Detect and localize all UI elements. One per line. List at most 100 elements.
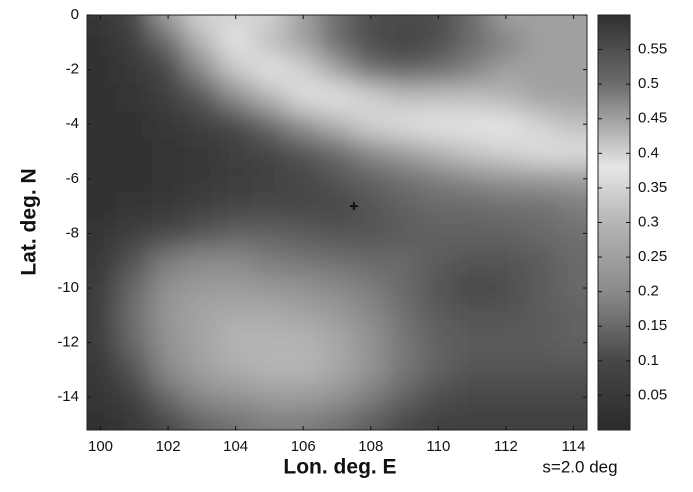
heat-cell	[556, 15, 587, 30]
heat-cell	[286, 55, 321, 84]
heat-cell	[522, 192, 558, 221]
heat-cell	[421, 110, 456, 139]
heat-cell	[387, 192, 422, 221]
colorbar-tick-label: 0.15	[638, 317, 667, 334]
plot-area	[87, 15, 587, 430]
colorbar-tick-label: 0.1	[638, 352, 659, 369]
y-tick-label: -8	[66, 224, 79, 241]
heat-cell	[522, 356, 558, 385]
heat-cell	[286, 328, 321, 357]
heat-cell	[387, 356, 422, 385]
heat-cell	[556, 383, 587, 412]
heat-cell	[387, 328, 422, 357]
heat-cell	[522, 301, 558, 330]
heat-cell	[252, 137, 287, 166]
heat-cell	[455, 410, 490, 430]
heat-cell	[286, 301, 321, 330]
heat-cell	[252, 83, 287, 112]
heat-cell	[184, 110, 220, 139]
heat-cell	[489, 328, 524, 357]
heat-cell	[320, 274, 355, 303]
heat-cell	[353, 383, 389, 412]
heat-cell	[184, 55, 220, 84]
heat-cell	[87, 274, 118, 303]
heat-cell	[184, 383, 220, 412]
heat-cell	[522, 247, 558, 275]
heat-cell	[353, 356, 389, 385]
heat-cell	[87, 410, 118, 430]
heat-cell	[387, 110, 422, 139]
heat-cell	[353, 328, 389, 357]
y-tick-label: -10	[57, 279, 79, 296]
heat-cell	[286, 274, 321, 303]
heat-cell	[320, 219, 355, 248]
heat-cell	[252, 28, 287, 57]
heat-cell	[421, 55, 456, 84]
x-tick-label: 114	[562, 438, 586, 455]
heat-cell	[556, 192, 587, 221]
colorbar-tick-label: 0.35	[638, 179, 667, 196]
x-axis-title: Lon. deg. E	[283, 456, 396, 479]
heat-cell	[117, 410, 152, 430]
heat-cell	[522, 83, 558, 112]
heat-cell	[455, 28, 490, 57]
heat-cell	[184, 274, 220, 303]
heat-cell	[87, 356, 118, 385]
heat-cell	[218, 165, 254, 193]
heat-cell	[421, 137, 456, 166]
heat-cell	[252, 301, 287, 330]
heat-cell	[117, 192, 152, 221]
x-tick-label: 110	[426, 438, 450, 455]
heat-cell	[489, 274, 524, 303]
heat-cell	[455, 137, 490, 166]
heat-cell	[387, 247, 422, 275]
heat-cell	[286, 383, 321, 412]
heat-cell	[455, 110, 490, 139]
heat-cell	[455, 301, 490, 330]
heat-cell	[320, 410, 355, 430]
heat-cell	[117, 219, 152, 248]
heat-cell	[421, 274, 456, 303]
heat-cell	[556, 110, 587, 139]
heat-cell	[421, 28, 456, 57]
heat-cell	[286, 410, 321, 430]
heat-cell	[218, 55, 254, 84]
heat-cell	[286, 83, 321, 112]
heat-cell	[117, 15, 152, 30]
heat-cell	[218, 83, 254, 112]
colorbar-tick-label: 0.2	[638, 283, 659, 300]
heat-cell	[252, 55, 287, 84]
y-tick-label: -4	[66, 115, 79, 132]
heat-cell	[522, 15, 558, 30]
heat-cell	[353, 28, 389, 57]
heat-cell	[522, 55, 558, 84]
heat-cell	[320, 301, 355, 330]
heat-cell	[320, 55, 355, 84]
heat-cell	[353, 110, 389, 139]
heat-cell	[218, 137, 254, 166]
heat-cell	[489, 83, 524, 112]
heat-cell	[117, 83, 152, 112]
heat-cell	[353, 247, 389, 275]
heat-cell	[421, 328, 456, 357]
heat-cell	[286, 219, 321, 248]
heat-cell	[252, 328, 287, 357]
heat-cell	[218, 192, 254, 221]
heat-cell	[218, 219, 254, 248]
heat-cell	[184, 28, 220, 57]
heat-cell	[252, 15, 287, 30]
heat-cell	[522, 137, 558, 166]
heat-cell	[455, 383, 490, 412]
heat-cell	[455, 274, 490, 303]
heat-cell	[117, 165, 152, 193]
heat-cell	[556, 247, 587, 275]
heat-cell	[87, 247, 118, 275]
heat-cell	[387, 274, 422, 303]
heat-cell	[117, 328, 152, 357]
heat-cell	[286, 192, 321, 221]
heat-cell	[489, 137, 524, 166]
heat-cell	[218, 15, 254, 30]
heat-cell	[87, 165, 118, 193]
heat-cell	[421, 247, 456, 275]
heat-cell	[151, 356, 186, 385]
